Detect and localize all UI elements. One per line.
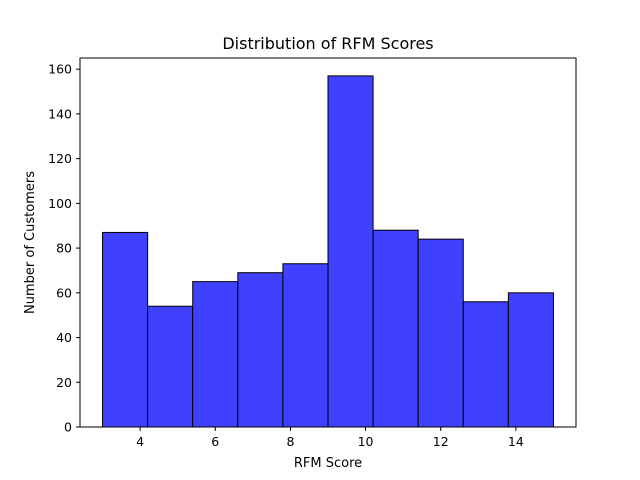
x-tick-label: 12 — [433, 434, 449, 449]
histogram-bar — [507, 292, 554, 428]
x-tick-label: 14 — [508, 434, 524, 449]
histogram-bar — [372, 229, 419, 428]
histogram-bar — [102, 231, 149, 428]
y-tick-label: 40 — [56, 330, 72, 345]
y-tick-label: 120 — [48, 151, 72, 166]
histogram-bar — [327, 75, 374, 428]
y-axis-label: Number of Customers — [23, 171, 38, 314]
x-axis-label: RFM Score — [294, 456, 362, 471]
y-tick-label: 0 — [64, 420, 72, 435]
histogram-bar — [417, 238, 464, 428]
histogram-bar — [282, 263, 329, 428]
y-tick-label: 80 — [56, 241, 72, 256]
y-tick-label: 100 — [48, 196, 72, 211]
histogram-bar — [147, 305, 194, 428]
x-tick-label: 8 — [286, 434, 294, 449]
y-axis-ticks: 0 20 40 60 80 100 120 140 160 — [48, 62, 80, 435]
y-tick-label: 20 — [56, 375, 72, 390]
x-tick-label: 4 — [136, 434, 144, 449]
chart-title: Distribution of RFM Scores — [222, 34, 433, 53]
histogram-bar — [237, 272, 284, 428]
histogram-bar — [462, 301, 509, 428]
y-tick-label: 60 — [56, 285, 72, 300]
plot-frame — [79, 57, 577, 428]
histogram-bar — [192, 281, 239, 428]
x-tick-label: 6 — [211, 434, 219, 449]
x-tick-label: 10 — [358, 434, 374, 449]
x-axis-ticks: 4 6 8 10 12 14 — [136, 427, 524, 449]
y-tick-label: 160 — [48, 62, 72, 77]
y-tick-label: 140 — [48, 106, 72, 121]
bars-group — [102, 75, 554, 428]
